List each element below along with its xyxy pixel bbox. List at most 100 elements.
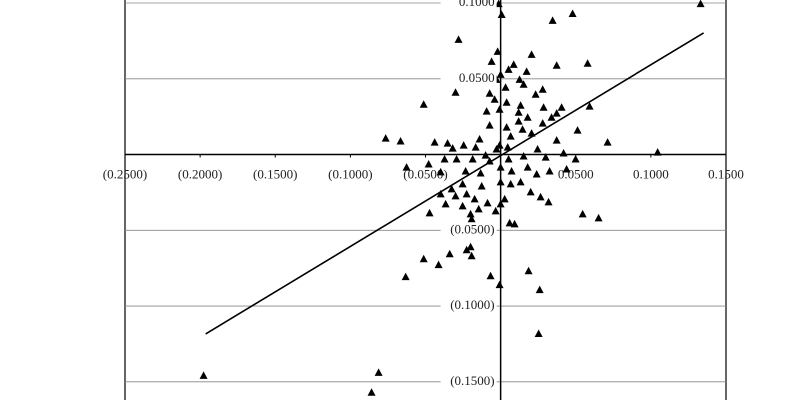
data-point [419,254,428,263]
data-point [482,107,491,115]
data-point [471,143,480,151]
data-point [401,272,410,281]
data-point [501,83,510,91]
data-point [578,209,587,218]
data-point [539,103,548,111]
data-point [494,0,503,8]
data-point [527,50,536,58]
data-point [519,80,528,88]
data-point [448,144,457,152]
x-tick-label: 0.0500 [558,167,594,182]
data-point [533,145,542,153]
data-point [536,192,545,201]
data-point [506,179,515,188]
data-point [199,371,208,379]
data-point [552,109,561,117]
trend-line [205,32,705,335]
data-point [451,88,460,96]
y-tick-label: (0.1500) [450,373,494,388]
data-point [516,177,525,186]
data-point [491,206,500,215]
data-point [514,117,523,125]
data-point [547,113,556,121]
data-point [548,16,557,24]
data-point [594,213,603,222]
x-tick-label: 0.1000 [633,167,669,182]
data-point [459,141,468,149]
y-tick-label: (0.1000) [450,297,494,312]
data-point [462,245,471,254]
data-point [470,194,479,203]
data-point [485,89,494,97]
data-point [496,163,505,171]
data-point [538,85,547,93]
data-point [485,121,494,129]
data-point [515,75,524,83]
data-point [523,113,532,121]
data-point [434,260,443,269]
data-point [481,151,490,159]
data-point [538,119,547,127]
data-point [552,136,561,144]
data-point [502,123,511,131]
data-point [367,388,376,396]
x-tick-label: (0.2000) [178,167,222,182]
data-point [552,61,561,69]
label-bg [440,70,497,87]
data-point [531,90,540,98]
data-point [506,132,515,140]
data-point [483,198,492,207]
data-point [522,67,531,75]
data-point [467,214,476,223]
data-point [523,163,532,171]
data-point [466,209,475,218]
data-point [502,98,511,106]
data-point [490,95,499,103]
data-point [585,102,594,110]
data-point [458,201,467,210]
data-point [507,167,516,175]
data-point [509,60,518,68]
data-point [544,197,553,206]
data-point [573,126,582,134]
data-point [504,155,513,163]
data-point [495,280,504,289]
data-point [653,148,662,156]
x-tick-label: (0.1000) [328,167,372,182]
data-point [518,125,527,133]
data-point [696,0,705,8]
data-point [496,177,505,186]
data-point [487,57,496,65]
data-point [445,249,454,258]
data-point [492,145,501,153]
data-point [402,163,411,171]
data-point [436,167,445,176]
data-point [467,251,476,260]
data-point [475,135,484,143]
y-tick-label: 0.0500 [459,70,495,85]
data-point [583,59,592,67]
label-bg [440,222,497,239]
data-point [496,70,505,78]
data-point [461,167,470,175]
data-point [424,160,433,168]
data-point [462,189,471,198]
data-point [477,182,486,190]
data-point [541,153,550,161]
data-point [452,155,461,163]
data-point [603,138,612,146]
data-point [447,184,456,193]
data-point [374,368,383,376]
data-point [503,143,512,151]
data-point [505,218,514,227]
data-point [419,100,428,108]
data-point [443,139,452,147]
data-point [495,141,504,149]
data-point [496,199,505,208]
label-bg [440,298,497,315]
data-point [514,108,523,116]
data-point [396,137,405,145]
data-point [571,155,580,163]
data-point [526,187,535,196]
